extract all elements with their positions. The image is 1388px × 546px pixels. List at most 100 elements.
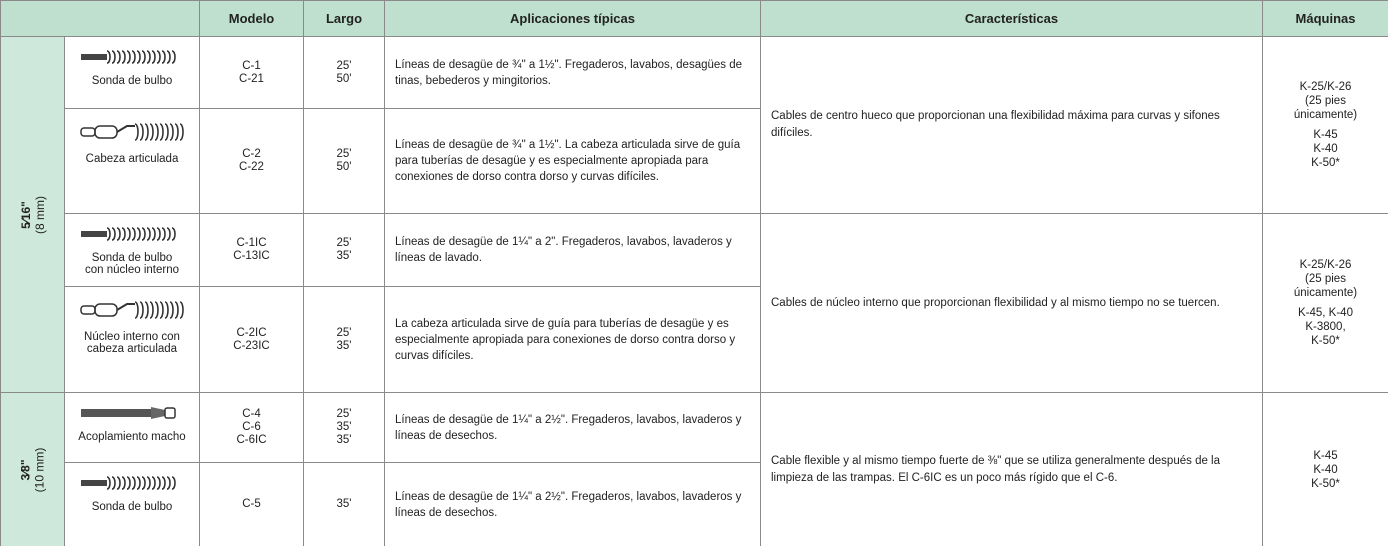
model-cell: C-1 C-21 [199,36,304,109]
tool-icon [80,123,184,141]
length: 25' [336,148,352,160]
icon-link [94,125,118,139]
icon-head [80,127,96,137]
tool-icon [81,50,176,64]
length: 35' [336,434,352,446]
header-cell: Modelo [199,0,304,37]
icon-neck [116,125,135,133]
length: 35' [336,421,352,433]
machines-cell: K-45 K-40 K-50* [1262,392,1388,546]
header-cell: Largo [303,0,385,37]
tool-name: Cabeza articulada [85,153,179,165]
coil [134,123,184,141]
length: 25' [336,408,352,420]
machines-group: K-25/K-26 (25 pies únicamente) [1263,80,1388,122]
application-cell: Líneas de desagüe de ¾" a 1½". La cabeza… [384,108,761,214]
table-row: 3⁄8" (10 mm) Acoplamiento macho C-4 C-6 C-6IC… [0,392,1388,546]
features-cell: Cables de núcleo interno que proporciona… [760,213,1263,393]
size-mm: (8 mm) [32,195,47,234]
icon-neck [116,303,135,311]
tool-name: con núcleo interno [85,264,179,276]
model: C-1IC [236,237,267,249]
machines-group: K-45, K-40 K-3800, K-50* [1263,306,1388,348]
model-cell: C-2 C-22 [199,108,304,214]
machine: (25 pies [1305,273,1346,285]
length: 25' [336,237,352,249]
tool-name: Sonda de bulbo [91,75,173,87]
size-cell: 5⁄16" (8 mm) [0,36,65,393]
tool-icon [80,301,184,319]
machines-cell: K-25/K-26 (25 pies únicamente) K-45, K-40 K-… [1262,213,1388,393]
tool-cell: Cabeza articulada [64,108,200,214]
model: C-6 [242,421,261,433]
length: 25' [336,326,352,339]
coil [106,476,176,490]
model-cell: C-4 C-6 C-6IC [199,392,304,463]
length: 50' [336,161,352,173]
tool-name: Núcleo interno con [84,331,180,343]
model-cell: C-5 [199,462,304,546]
table-row: 5⁄16" (8 mm) Sonda de bulbo C-1 C-21 25' 50' Lí… [0,36,1388,393]
machine: K-50* [1311,335,1340,347]
machine: únicamente) [1293,287,1358,299]
table-row: Sonda de bulbo con núcleo interno C-1IC C-1… [1,213,1388,393]
length-cell: 25' 50' [303,36,385,109]
size-fraction: 3⁄8" [18,458,33,481]
tool-name: cabeza articulada [86,343,178,355]
icon-shaft [81,231,107,237]
machine: únicamente) [1293,109,1358,121]
model: C-6IC [236,434,267,446]
model: C-4 [242,408,261,420]
size-label: 5⁄16" (8 mm) [19,196,47,234]
icon-shaft [81,409,151,417]
machines-group: K-45 K-40 K-50* [1263,128,1388,170]
size-cell: 3⁄8" (10 mm) [0,392,65,546]
header-row: Modelo Largo Aplicaciones típicas Caract… [0,0,1388,37]
model: C-2 [242,148,261,160]
size-fraction: 5⁄16" [18,200,33,229]
table-body: 5⁄16" (8 mm) Sonda de bulbo C-1 C-21 25' 50' Lí… [0,36,1388,546]
machine: K-40 [1313,463,1338,476]
machine: K-40 [1313,143,1338,155]
size-label: 3⁄8" (10 mm) [18,447,46,492]
length: 35' [336,339,352,352]
header-cell: Máquinas [1262,0,1388,37]
model: C-21 [239,72,264,85]
table-row: Cabeza articulada C-2 C-22 25' 50' Líneas de … [1,108,1388,214]
table-row: Núcleo interno con cabeza articulada C-2IC… [1,286,1388,393]
tool-name: Sonda de bulbo [91,501,173,513]
length: 50' [336,72,352,85]
tool-cell: Sonda de bulbo con núcleo interno [64,213,200,287]
machine: (25 pies [1305,95,1346,107]
icon-link [94,303,118,317]
machine: K-25/K-26 [1299,259,1352,271]
tool-name: Sonda de bulbo [91,252,173,264]
application-cell: Líneas de desagüe de ¾" a 1½". Fregadero… [384,36,761,109]
tool-cell: Acoplamiento macho [64,392,200,463]
application-cell: Líneas de desagüe de 1¼" a 2½". Fregader… [384,392,761,463]
machine: K-45, K-40 [1298,307,1353,319]
coil [134,301,184,319]
tool-cell: Sonda de bulbo [64,36,200,109]
machine: K-50* [1311,157,1340,169]
application-cell: Líneas de desagüe de 1¼" a 2½". Fregader… [384,462,761,546]
model: C-5 [242,498,261,510]
header-blank [0,0,200,37]
tool-icon [81,227,176,241]
header-cell: Aplicaciones típicas [384,0,761,37]
features-text: Cables de centro hueco que proporcionan … [771,110,1220,139]
machines-cell: K-25/K-26 (25 pies únicamente) K-45 K-40 K-50… [1262,36,1388,214]
model: C-22 [239,161,264,173]
length-cell: 35' [303,462,385,546]
application-cell: La cabeza articulada sirve de guía para … [384,286,761,393]
machine: K-25/K-26 [1299,81,1352,93]
tool-name: Acoplamiento macho [78,431,186,443]
icon-taper [151,407,165,419]
length-cell: 25' 50' [303,108,385,214]
length: 35' [336,250,352,262]
machine: K-45 [1313,129,1338,141]
features-text: Cable flexible y al mismo tiempo fuerte … [771,454,1220,484]
